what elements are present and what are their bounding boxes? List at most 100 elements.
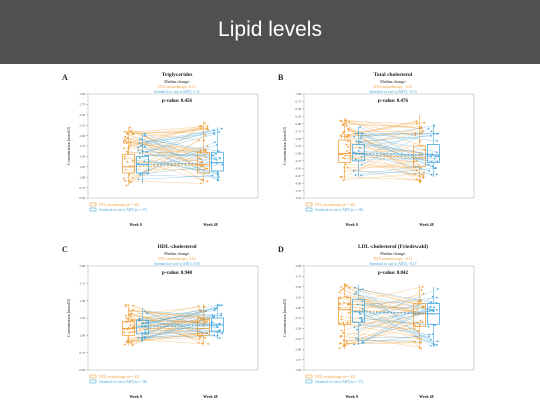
patient-point	[360, 318, 363, 321]
patient-trajectory-line	[339, 342, 421, 344]
patient-point	[346, 284, 348, 287]
patient-trajectory-line	[348, 293, 424, 313]
patient-trajectory-line	[357, 339, 438, 342]
patient-point	[217, 173, 220, 176]
patient-trajectory-line	[356, 292, 434, 345]
patient-point	[435, 151, 438, 154]
patient-trajectory-line	[139, 157, 219, 175]
patient-trajectory-line	[349, 121, 418, 124]
patient-point	[201, 160, 204, 163]
legend-label-dtg: DTG monotherapy (n = 43)	[315, 375, 356, 379]
patient-point	[207, 128, 209, 131]
patient-point	[436, 160, 439, 163]
patient-point	[206, 124, 209, 127]
patient-point	[430, 173, 433, 176]
patient-trajectory-line	[344, 284, 421, 340]
patient-point	[428, 169, 431, 172]
patient-trajectory-line	[359, 133, 437, 149]
y-tick-label: 2.00	[79, 134, 85, 138]
patient-trajectory-line	[142, 322, 213, 338]
figure-panel-grid: A Triglycerides Median change: DTG monother…	[58, 66, 484, 405]
patient-point	[420, 126, 423, 128]
patient-point	[220, 304, 223, 306]
legend-label-soc: Standard of care (cART) (n = 27)	[99, 208, 148, 212]
patient-point	[353, 151, 356, 154]
patient-point	[142, 322, 145, 325]
patient-trajectory-line	[138, 175, 213, 180]
plot-area-frame	[303, 93, 475, 199]
y-tick-label: 1.75	[79, 144, 85, 148]
y-tick-label: 3.75	[295, 275, 301, 279]
patient-point	[138, 152, 141, 155]
patient-point	[138, 142, 141, 145]
median-change-soc: Standard of care (cART): 0.11	[154, 90, 200, 94]
patient-trajectory-line	[343, 340, 415, 342]
patient-trajectory-line	[123, 125, 208, 149]
patient-point	[144, 328, 146, 331]
patient-point	[211, 321, 214, 324]
patient-point	[345, 143, 348, 146]
legend-swatch-soc	[89, 379, 97, 384]
patient-trajectory-line	[357, 304, 437, 311]
y-tick-label: 5.00	[295, 152, 301, 156]
patient-point	[140, 337, 143, 340]
y-tick-label: 0.75	[79, 186, 85, 190]
patient-trajectory-line	[344, 325, 420, 345]
patient-point	[131, 177, 134, 179]
patient-trajectory-line	[361, 317, 436, 326]
patient-trajectory-line	[348, 286, 423, 304]
patient-point	[345, 122, 347, 124]
patient-trajectory-line	[356, 153, 438, 162]
y-tick-label: 2.75	[79, 103, 85, 107]
patient-point	[342, 287, 345, 290]
patient-point	[430, 301, 432, 304]
y-tick-label: 2.00	[79, 264, 85, 268]
y-tick-label: 3.50	[295, 196, 301, 200]
patient-point	[436, 296, 438, 299]
patient-point	[360, 135, 363, 137]
patient-point	[347, 133, 350, 136]
patient-point	[416, 308, 419, 311]
patient-point	[342, 179, 345, 181]
y-tick-label: 1.00	[79, 334, 85, 338]
y-tick-label: 1.50	[79, 299, 85, 303]
patient-trajectory-line	[353, 333, 433, 345]
patient-point	[422, 176, 425, 179]
patient-point	[219, 329, 221, 332]
patient-point	[137, 337, 140, 339]
patient-point	[126, 131, 129, 134]
patient-point	[201, 332, 203, 335]
patient-point	[138, 317, 141, 320]
patient-point	[215, 307, 218, 310]
patient-trajectory-line	[127, 337, 201, 341]
patient-point	[339, 306, 341, 309]
patient-point	[129, 143, 132, 146]
patient-trajectory-line	[339, 304, 415, 337]
patient-point	[428, 333, 431, 336]
patient-point	[346, 136, 349, 138]
patient-point	[339, 297, 341, 300]
patient-point	[211, 174, 214, 177]
patient-point	[435, 155, 437, 158]
patient-point	[198, 338, 201, 340]
patient-point	[122, 177, 125, 180]
patient-point	[145, 321, 148, 324]
patient-point	[206, 145, 209, 148]
patient-trajectory-line	[146, 305, 220, 335]
patient-point	[343, 166, 346, 169]
patient-point	[132, 159, 134, 162]
patient-point	[436, 140, 438, 142]
patient-point	[427, 325, 430, 328]
patient-point	[211, 314, 214, 317]
patient-point	[123, 331, 126, 334]
patient-point	[346, 140, 349, 142]
patient-point	[419, 300, 422, 303]
patient-point	[217, 150, 220, 153]
patient-point	[345, 124, 348, 127]
patient-point	[429, 305, 432, 308]
patient-trajectory-line	[346, 285, 423, 307]
patient-trajectory-line	[147, 164, 223, 174]
patient-point	[122, 140, 125, 143]
patient-trajectory-line	[345, 155, 417, 171]
patient-trajectory-line	[359, 324, 430, 335]
